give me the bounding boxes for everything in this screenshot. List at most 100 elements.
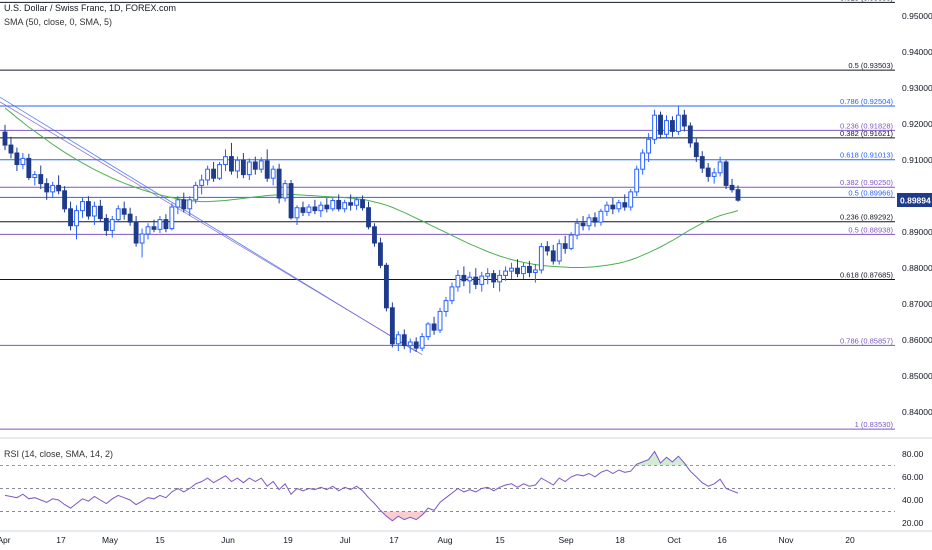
candle-body <box>133 221 139 244</box>
candle <box>473 268 479 290</box>
candle-body <box>652 114 657 140</box>
candle-body <box>223 156 228 166</box>
rsi-overbought-fill <box>5 451 738 466</box>
candle <box>425 322 431 341</box>
fib-label: 0.786 (0.92504) <box>840 97 893 106</box>
candle <box>86 196 91 220</box>
fib-label: 0.618 (0.95385) <box>840 0 893 2</box>
candle-body <box>389 307 395 345</box>
price-tick: 0.92000 <box>902 119 932 129</box>
candle-body <box>288 183 294 219</box>
fib-label: 1 (0.83530) <box>855 420 894 429</box>
candle <box>121 201 127 220</box>
candle <box>14 147 20 171</box>
time-tick: Aug <box>437 535 452 545</box>
candle <box>175 196 181 215</box>
candle <box>8 136 14 159</box>
candle-body <box>50 184 56 193</box>
rsi-tick: 80.00 <box>902 449 924 459</box>
candle-body <box>413 341 419 349</box>
rsi-tick: 40.00 <box>902 495 924 505</box>
candle <box>234 156 240 179</box>
candle-body <box>455 274 461 288</box>
candle-body <box>735 189 741 201</box>
candle <box>20 153 26 170</box>
candle <box>616 199 622 213</box>
time-tick: 17 <box>389 535 399 545</box>
candle <box>455 270 461 292</box>
fibonacci-levels: 0.618 (0.95385) 0.5 (0.93503) 0.786 (0.925… <box>0 0 895 430</box>
candle <box>527 261 532 278</box>
candle-body <box>449 286 455 302</box>
price-tick: 0.88000 <box>902 263 932 273</box>
candle <box>336 194 342 212</box>
time-tick: 17 <box>56 535 66 545</box>
candle-body <box>109 219 115 231</box>
candle-body <box>68 208 73 227</box>
candle-body <box>246 161 252 176</box>
candle <box>151 219 157 233</box>
candle <box>258 157 264 173</box>
candle <box>109 216 115 238</box>
candle <box>568 232 574 251</box>
candle-body <box>26 157 32 178</box>
candle-body <box>234 159 240 172</box>
candle-body <box>544 246 550 252</box>
price-tick: 0.95000 <box>902 11 932 21</box>
candle <box>26 153 32 180</box>
candle <box>157 216 163 233</box>
candle-body <box>360 199 365 209</box>
candle-body <box>515 267 520 275</box>
candle <box>240 153 246 179</box>
candle <box>723 160 729 189</box>
fib-label: 0.618 (0.91013) <box>840 151 893 160</box>
candle-body <box>342 202 348 210</box>
candle-body <box>443 300 449 312</box>
last-price-tag <box>897 193 932 208</box>
candle <box>38 165 44 189</box>
time-tick: 20 <box>845 535 855 545</box>
fib-label: 0.382 (0.91621) <box>840 129 893 138</box>
candle <box>544 241 550 256</box>
candle-body <box>14 152 20 166</box>
candle-body <box>425 323 431 338</box>
candle-body <box>258 160 264 170</box>
candle <box>705 163 711 182</box>
rsi-label: RSI (14, close, SMA, 14, 2) <box>4 449 114 459</box>
candle-body <box>407 341 413 347</box>
candle <box>2 124 8 151</box>
candle <box>366 201 371 230</box>
candle <box>133 216 139 247</box>
candle <box>246 158 252 180</box>
candle-body <box>646 138 652 154</box>
candle-body <box>562 243 568 249</box>
candle <box>68 201 73 231</box>
candle <box>735 185 741 202</box>
candle-body <box>419 336 425 349</box>
candle <box>127 207 133 226</box>
time-axis[interactable]: Apr 17 May 15 Jun 19 Jul 17 Aug 15 Sep 18 Oct 16 Nov 20 <box>0 535 855 545</box>
candle-body <box>491 273 497 283</box>
candle-body <box>205 168 211 181</box>
candle-body <box>211 168 216 179</box>
candle <box>717 156 723 177</box>
candle <box>413 337 419 352</box>
candle-body <box>509 267 514 272</box>
candle <box>479 271 485 292</box>
candle-body <box>527 265 532 274</box>
candle-body <box>157 219 163 230</box>
candle <box>103 214 109 236</box>
candle-body <box>437 310 443 331</box>
time-tick: Jul <box>340 535 351 545</box>
candle <box>503 266 509 281</box>
candle-body <box>169 206 175 230</box>
price-axis[interactable]: 0.950000.940000.930000.920000.910000.900… <box>0 11 932 532</box>
candle-body <box>604 204 610 212</box>
candle <box>646 133 652 162</box>
candle-body <box>62 190 68 210</box>
candle-body <box>473 276 479 285</box>
candle <box>431 316 437 335</box>
candle-body <box>187 199 193 210</box>
candle-body <box>568 234 574 249</box>
